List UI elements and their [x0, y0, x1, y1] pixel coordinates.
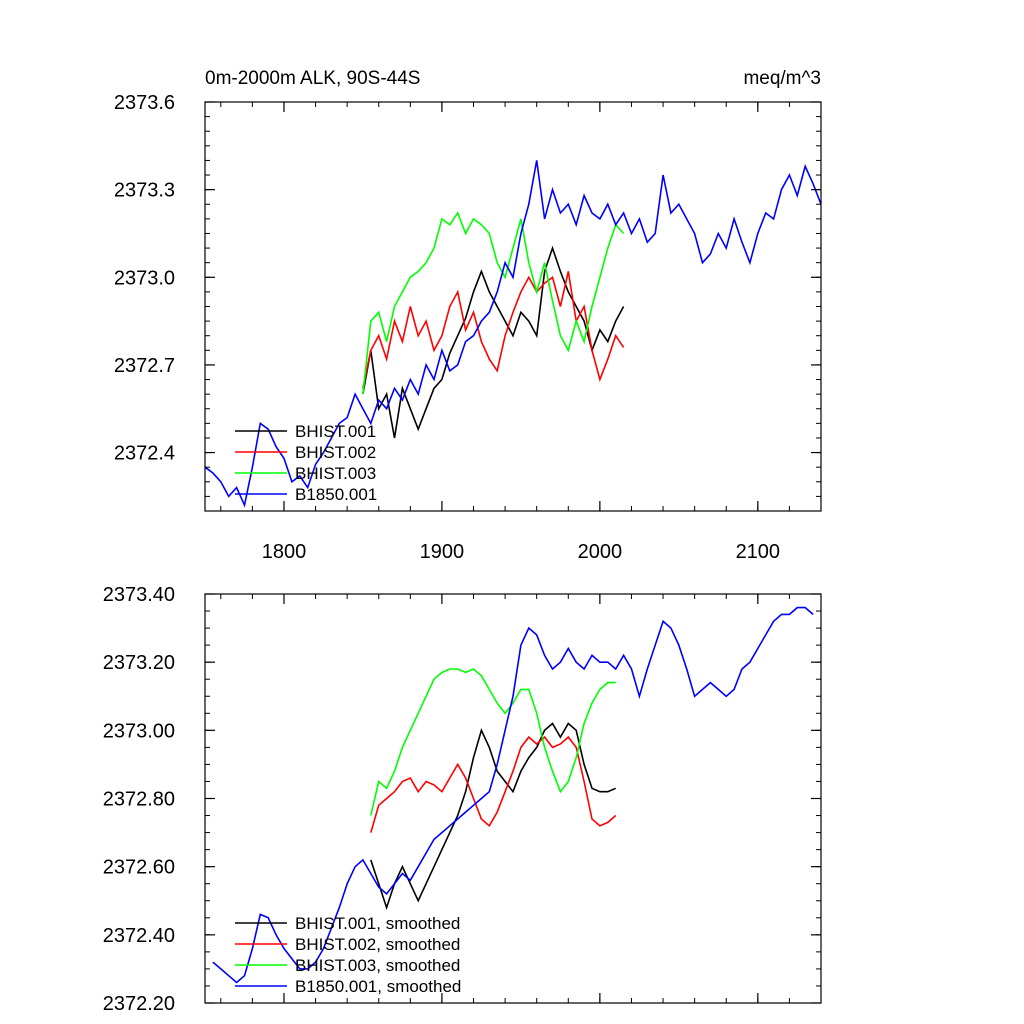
y-tick-label: 2372.80 — [103, 789, 175, 811]
legend-label: BHIST.001, smoothed — [295, 914, 460, 933]
top-panel-title-left: 0m-2000m ALK, 90S-44S — [205, 68, 420, 89]
x-tick-label: 2100 — [736, 541, 781, 563]
bottom-panel: 2372.20 2372.40 2372.60 2372.80 2373.00 2373.… — [103, 584, 822, 1015]
series-line-2 — [370, 735, 617, 833]
x-tick-label: 2000 — [578, 541, 623, 563]
y-tick-label: 2372.60 — [103, 857, 175, 879]
axis-ticks — [205, 101, 822, 512]
y-tick-label: 2372.20 — [103, 993, 175, 1015]
y-tick-label: 2373.40 — [103, 584, 175, 606]
axis-ticks — [205, 593, 822, 1004]
legend-label: BHIST.003, smoothed — [295, 956, 460, 975]
y-tick-label: 2372.7 — [114, 355, 175, 377]
y-tick-label: 2372.4 — [114, 443, 175, 465]
series-line-2 — [362, 271, 625, 389]
y-tick-label: 2373.0 — [114, 267, 175, 289]
series-line-1 — [370, 722, 617, 911]
legend-label: BHIST.003 — [295, 464, 376, 483]
legend-label: BHIST.001 — [295, 422, 376, 441]
legend-label: B1850.001 — [295, 485, 377, 504]
y-tick-label: 2372.40 — [103, 925, 175, 947]
series-lines — [205, 160, 821, 508]
series-line-4 — [205, 160, 821, 508]
top-panel: 0m-2000m ALK, 90S-44S meq/m^3 2372.4 2372… — [114, 68, 822, 563]
legend: BHIST.001, smoothed BHIST.002, smoothed BH… — [235, 914, 461, 996]
series-line-3 — [362, 211, 625, 395]
x-tick-label: 1800 — [262, 541, 307, 563]
top-panel-title-right: meq/m^3 — [743, 68, 821, 89]
series-line-3 — [370, 668, 616, 816]
y-tick-label: 2373.3 — [114, 180, 175, 202]
legend-label: BHIST.002 — [295, 443, 376, 462]
y-tick-label: 2373.6 — [114, 92, 175, 114]
y-tick-label: 2373.00 — [103, 720, 175, 742]
legend-label: B1850.001, smoothed — [295, 977, 461, 996]
series-line-4 — [212, 606, 814, 984]
y-tick-label: 2373.20 — [103, 652, 175, 674]
series-lines — [212, 606, 814, 984]
legend-label: BHIST.002, smoothed — [295, 935, 460, 954]
x-tick-label: 1900 — [420, 541, 465, 563]
legend: BHIST.001 BHIST.002 BHIST.003 B1850.001 — [235, 422, 377, 504]
